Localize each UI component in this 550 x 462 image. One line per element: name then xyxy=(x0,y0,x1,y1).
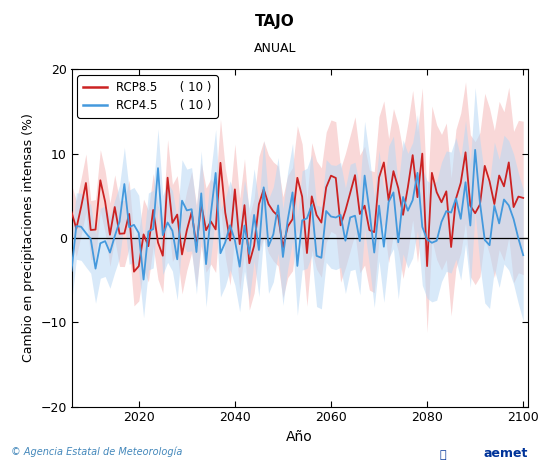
X-axis label: Año: Año xyxy=(287,430,313,444)
Text: ANUAL: ANUAL xyxy=(254,42,296,55)
Text: aemet: aemet xyxy=(483,447,528,460)
Legend: RCP8.5      ( 10 ), RCP4.5      ( 10 ): RCP8.5 ( 10 ), RCP4.5 ( 10 ) xyxy=(78,75,218,118)
Text: © Agencia Estatal de Meteorología: © Agencia Estatal de Meteorología xyxy=(11,447,183,457)
Y-axis label: Cambio en precipitaciones intensas (%): Cambio en precipitaciones intensas (%) xyxy=(21,114,35,362)
Text: TAJO: TAJO xyxy=(255,14,295,29)
Text: 📋: 📋 xyxy=(440,450,447,460)
